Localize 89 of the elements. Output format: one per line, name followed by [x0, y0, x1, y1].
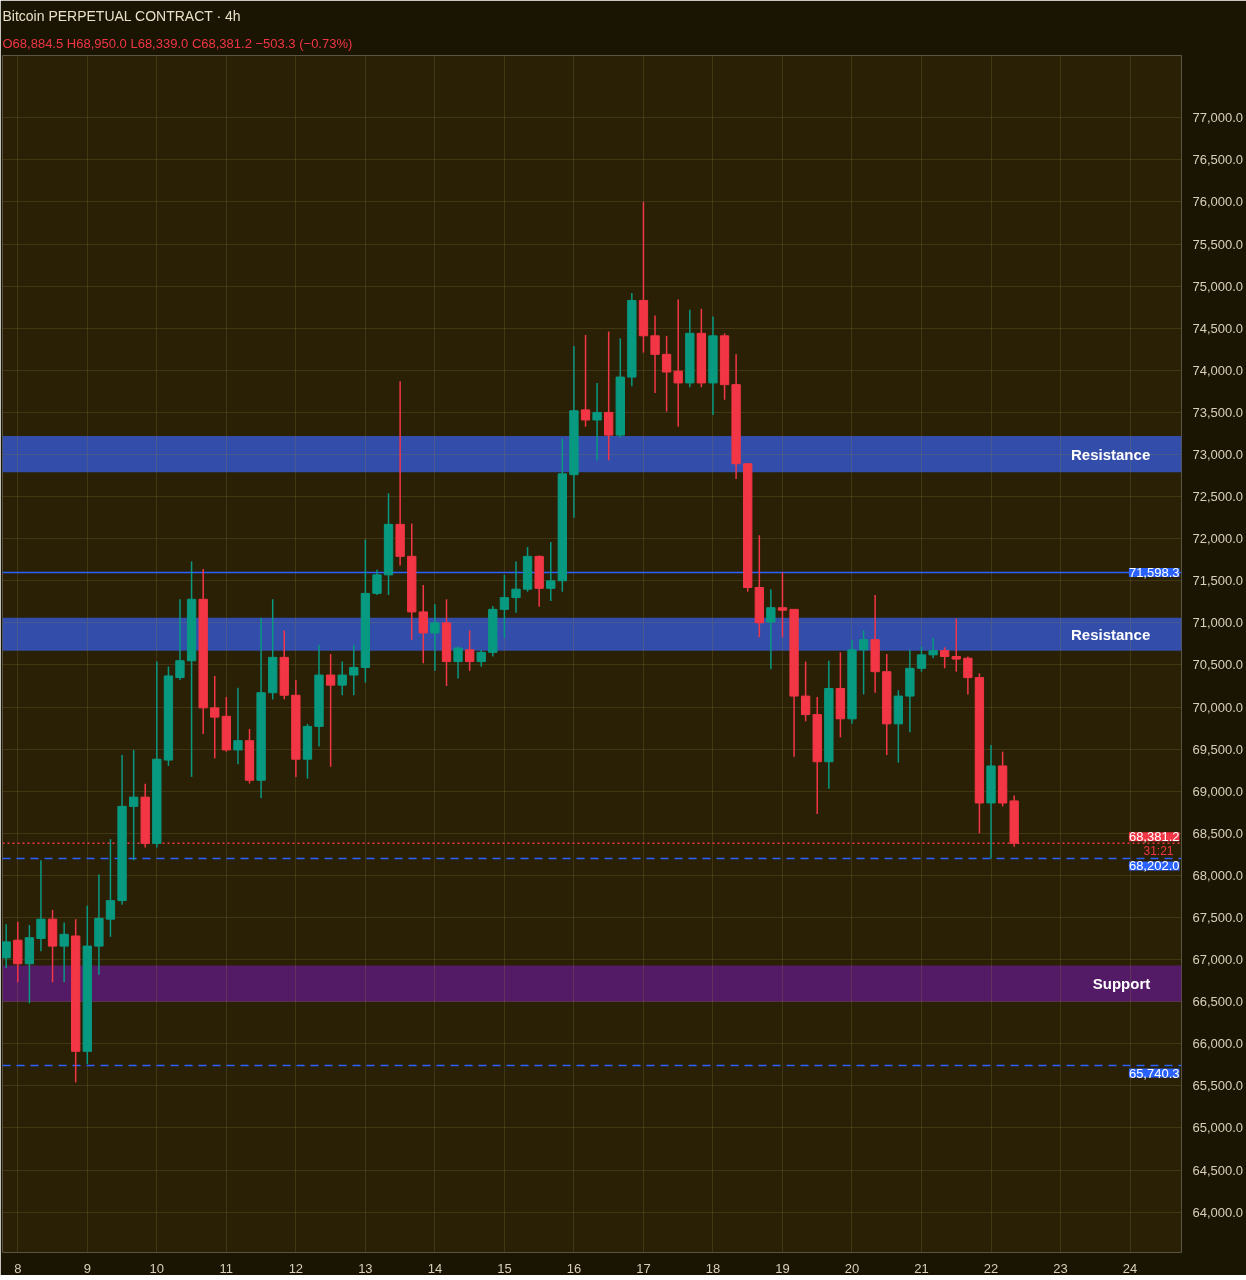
- x-tick-label: 8: [14, 1260, 22, 1276]
- candlestick: [59, 921, 69, 984]
- y-tick-label: 75,500.0: [1192, 236, 1244, 252]
- candlestick: [546, 541, 556, 602]
- candlestick: [766, 588, 776, 670]
- candlestick: [673, 298, 683, 428]
- candlestick: [604, 330, 614, 462]
- y-tick-label: 65,000.0: [1192, 1120, 1244, 1136]
- candlestick: [210, 675, 220, 760]
- candlestick: [13, 920, 23, 984]
- candlestick: [928, 637, 938, 659]
- y-tick-label: 77,000.0: [1192, 110, 1244, 126]
- y-tick-label: 71,500.0: [1192, 573, 1244, 589]
- y-tick-label: 66,000.0: [1192, 1036, 1244, 1052]
- y-tick-label: 69,500.0: [1192, 741, 1244, 757]
- ref-line-label: 68,381.2: [1128, 829, 1180, 845]
- x-tick-label: 21: [914, 1260, 929, 1276]
- y-tick-label: 67,000.0: [1192, 952, 1244, 968]
- y-tick-label: 74,000.0: [1192, 362, 1244, 378]
- candlestick: [372, 569, 382, 596]
- candlestick: [511, 560, 521, 614]
- x-tick-label: 18: [705, 1260, 721, 1276]
- x-tick-label: 15: [497, 1260, 512, 1276]
- y-tick-label: 68,000.0: [1192, 867, 1244, 883]
- x-tick-label: 19: [775, 1260, 790, 1276]
- y-tick-label: 73,500.0: [1192, 404, 1244, 420]
- band-label: Support: [1092, 975, 1151, 993]
- x-tick-label: 16: [566, 1260, 582, 1276]
- candlestick: [175, 598, 185, 681]
- candlestick: [418, 584, 428, 665]
- annotation: 31:21: [1143, 844, 1174, 859]
- candlestick: [337, 660, 347, 696]
- candlestick: [129, 749, 139, 861]
- ref-line-label: 65,740.3: [1128, 1065, 1180, 1081]
- x-tick-label: 14: [427, 1260, 443, 1276]
- candlestick: [2, 923, 11, 969]
- y-tick-label: 76,500.0: [1192, 152, 1244, 168]
- y-tick-label: 74,500.0: [1192, 320, 1244, 336]
- band-label: Resistance: [1071, 625, 1151, 643]
- candlestick: [36, 859, 46, 952]
- candlestick: [464, 629, 475, 672]
- x-tick-label: 20: [844, 1260, 860, 1276]
- y-tick-label: 64,500.0: [1192, 1162, 1244, 1178]
- x-tick-label: 12: [288, 1260, 304, 1276]
- x-tick-label: 24: [1122, 1260, 1138, 1276]
- candlestick: [499, 574, 510, 639]
- candlestick: [105, 838, 116, 938]
- y-tick-label: 64,000.0: [1192, 1204, 1244, 1220]
- candlestick: [661, 335, 672, 413]
- x-tick-label: 13: [358, 1260, 373, 1276]
- candlestick: [951, 617, 961, 673]
- y-tick-label: 76,000.0: [1192, 194, 1244, 210]
- candlestick: [916, 645, 927, 673]
- candlestick: [453, 645, 463, 680]
- y-tick-label: 69,000.0: [1192, 783, 1244, 799]
- candlestick: [325, 653, 336, 768]
- x-tick-label: 11: [219, 1260, 234, 1276]
- x-tick-label: 23: [1053, 1260, 1068, 1276]
- y-tick-label: 71,000.0: [1192, 615, 1244, 631]
- y-tick-label: 67,500.0: [1192, 909, 1244, 925]
- candlestick: [800, 660, 811, 723]
- candlestick: [233, 686, 243, 766]
- y-tick-label: 75,000.0: [1192, 278, 1244, 294]
- y-tick-label: 68,500.0: [1192, 825, 1244, 841]
- y-tick-label: 70,000.0: [1192, 699, 1244, 715]
- y-tick-label: 72,000.0: [1192, 531, 1244, 547]
- x-tick-label: 22: [983, 1260, 999, 1276]
- ref-line-label: 68,202.0: [1128, 858, 1180, 874]
- y-tick-label: 65,500.0: [1192, 1078, 1244, 1094]
- x-tick-label: 17: [636, 1260, 651, 1276]
- x-tick-label: 10: [149, 1260, 165, 1276]
- candlestick: [939, 646, 950, 670]
- chart-title: Bitcoin PERPETUAL CONTRACT · 4h: [2, 7, 241, 24]
- y-tick-label: 70,500.0: [1192, 657, 1244, 673]
- y-tick-label: 73,000.0: [1192, 447, 1244, 462]
- candlestick: [963, 655, 973, 696]
- ref-line-label: 71,598.3: [1128, 564, 1180, 580]
- candlestick: [777, 571, 788, 638]
- y-tick-label: 72,500.0: [1192, 489, 1244, 505]
- candlestick: [430, 603, 440, 672]
- candlestick: [349, 643, 359, 696]
- chart-subtitle: O68,884.5 H68,950.0 L68,339.0 C68,381.2 −503.3 (−0.73%): [2, 35, 353, 51]
- band-label: Resistance: [1071, 445, 1151, 463]
- candlestick: [650, 314, 660, 394]
- y-tick-label: 66,500.0: [1192, 994, 1244, 1010]
- candlestick: [592, 382, 602, 462]
- x-tick-label: 9: [83, 1260, 91, 1276]
- candlestick: [580, 334, 591, 428]
- candlestick: [858, 629, 869, 696]
